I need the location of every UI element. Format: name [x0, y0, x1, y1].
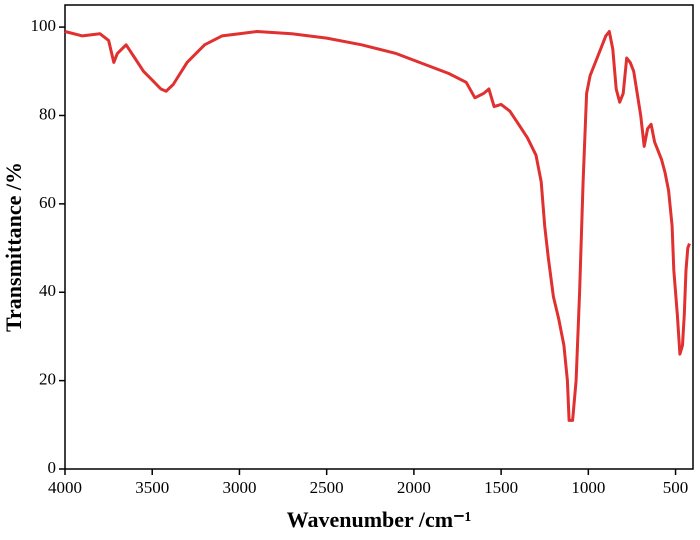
- x-tick-label: 3500: [135, 478, 169, 497]
- spectrum-line: [64, 30, 691, 422]
- x-axis-label: Wavenumber /cm⁻¹: [287, 507, 472, 532]
- y-tick-label: 20: [39, 370, 56, 389]
- x-tick-label: 1000: [571, 478, 605, 497]
- y-tick-label: 0: [48, 458, 57, 477]
- x-tick-label: 2000: [397, 478, 431, 497]
- y-axis-label: Transmittance /%: [1, 162, 26, 332]
- y-tick-label: 80: [39, 104, 56, 123]
- y-tick-label: 60: [39, 193, 56, 212]
- x-tick-label: 1500: [484, 478, 518, 497]
- y-tick-label: 100: [31, 16, 57, 35]
- x-tick-label: 4000: [48, 478, 82, 497]
- x-tick-label: 500: [663, 478, 689, 497]
- x-tick-label: 3000: [222, 478, 256, 497]
- plot-frame: [64, 4, 694, 470]
- x-tick-label: 2500: [310, 478, 344, 497]
- y-tick-label: 40: [39, 281, 56, 300]
